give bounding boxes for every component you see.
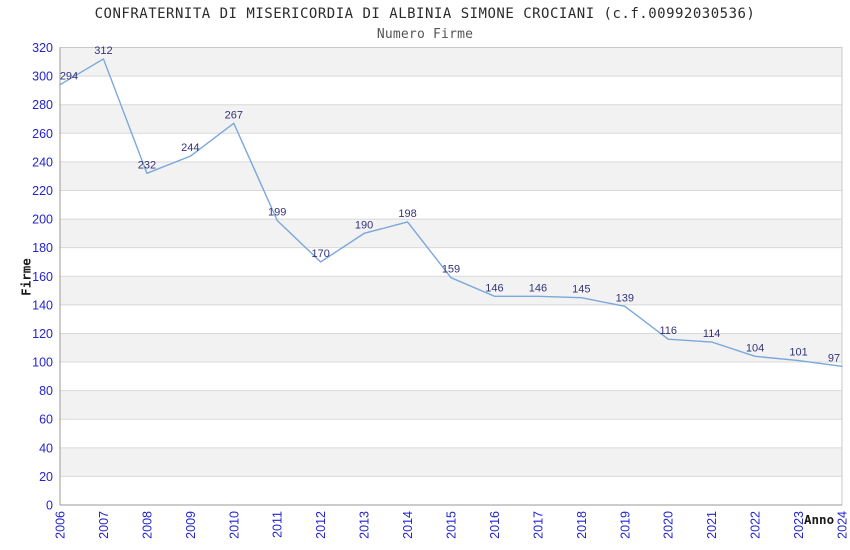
chart-title: CONFRATERNITA DI MISERICORDIA DI ALBINIA… <box>94 6 756 22</box>
x-tick-label: 2008 <box>140 511 154 539</box>
y-axis-title: Firme <box>18 258 34 296</box>
data-line <box>59 58 843 368</box>
data-label: 97 <box>828 352 840 364</box>
x-tick-label: 2012 <box>314 511 328 539</box>
y-tick-label: 80 <box>39 384 53 398</box>
plot-band <box>60 447 842 477</box>
x-tick-label: 2021 <box>705 511 719 539</box>
x-tick-label: 2023 <box>792 511 806 539</box>
x-tick-label: 2007 <box>97 511 111 539</box>
plot-band <box>60 161 842 191</box>
x-tick-label: 2022 <box>749 511 763 539</box>
data-label: 198 <box>398 208 416 220</box>
x-axis-title: Anno <box>804 512 835 527</box>
y-tick-label: 100 <box>32 356 53 370</box>
y-tick-label: 260 <box>32 127 53 141</box>
data-label: 146 <box>529 282 547 294</box>
x-tick-label: 2010 <box>227 511 241 539</box>
plot-band <box>60 390 842 420</box>
y-tick-label: 300 <box>32 70 53 84</box>
data-label: 244 <box>181 142 199 154</box>
data-label: 159 <box>442 264 460 276</box>
y-tick-label: 320 <box>32 41 53 55</box>
plot-band <box>60 190 842 220</box>
x-tick-label: 2009 <box>184 511 198 539</box>
data-label: 101 <box>789 347 807 359</box>
plot-band <box>60 104 842 134</box>
x-tick-label: 2011 <box>271 511 285 538</box>
data-label: 116 <box>659 325 677 337</box>
data-label: 267 <box>225 109 243 121</box>
y-tick-label: 140 <box>32 298 53 312</box>
x-tick-label: 2015 <box>445 511 459 539</box>
x-tick-label: 2014 <box>401 511 415 539</box>
plot-band <box>60 219 842 248</box>
plot-band <box>60 333 842 363</box>
y-tick-label: 240 <box>32 155 53 169</box>
y-tick-label: 180 <box>32 241 53 255</box>
data-label: 170 <box>311 248 329 260</box>
x-tick-label: 2016 <box>488 511 502 539</box>
data-label: 232 <box>138 159 156 171</box>
data-label: 190 <box>355 219 373 231</box>
y-tick-label: 60 <box>39 413 53 427</box>
plot-band <box>60 476 842 505</box>
plot-band <box>60 133 842 162</box>
data-label: 139 <box>616 292 634 304</box>
x-tick-label: 2024 <box>836 511 850 539</box>
plot-band <box>60 76 842 105</box>
data-label: 146 <box>485 282 503 294</box>
x-tick-label: 2006 <box>54 511 68 539</box>
data-label: 199 <box>268 206 286 218</box>
plot-band <box>60 419 842 448</box>
y-tick-label: 160 <box>32 270 53 284</box>
plot-band <box>60 304 842 334</box>
plot-band <box>60 276 842 305</box>
x-tick-label: 2019 <box>618 511 632 539</box>
chart-subtitle: Numero Firme <box>376 27 474 42</box>
data-label: 104 <box>746 342 764 354</box>
plot-band <box>60 362 842 391</box>
plot-band <box>60 47 842 77</box>
data-label: 294 <box>60 71 78 83</box>
x-tick-label: 2018 <box>575 511 589 539</box>
y-tick-label: 20 <box>39 470 53 484</box>
y-tick-label: 200 <box>32 213 53 227</box>
y-tick-label: 280 <box>32 98 53 112</box>
y-tick-label: 120 <box>32 327 53 341</box>
y-tick-label: 220 <box>32 184 53 198</box>
y-tick-label: 40 <box>39 441 53 455</box>
x-tick-label: 2013 <box>358 511 372 539</box>
plot-band <box>60 247 842 277</box>
data-label: 145 <box>572 284 590 296</box>
x-tick-label: 2017 <box>531 511 545 539</box>
data-label: 114 <box>703 328 721 340</box>
x-tick-label: 2020 <box>662 511 676 539</box>
y-tick-label: 0 <box>46 499 53 513</box>
data-label: 312 <box>94 45 112 57</box>
